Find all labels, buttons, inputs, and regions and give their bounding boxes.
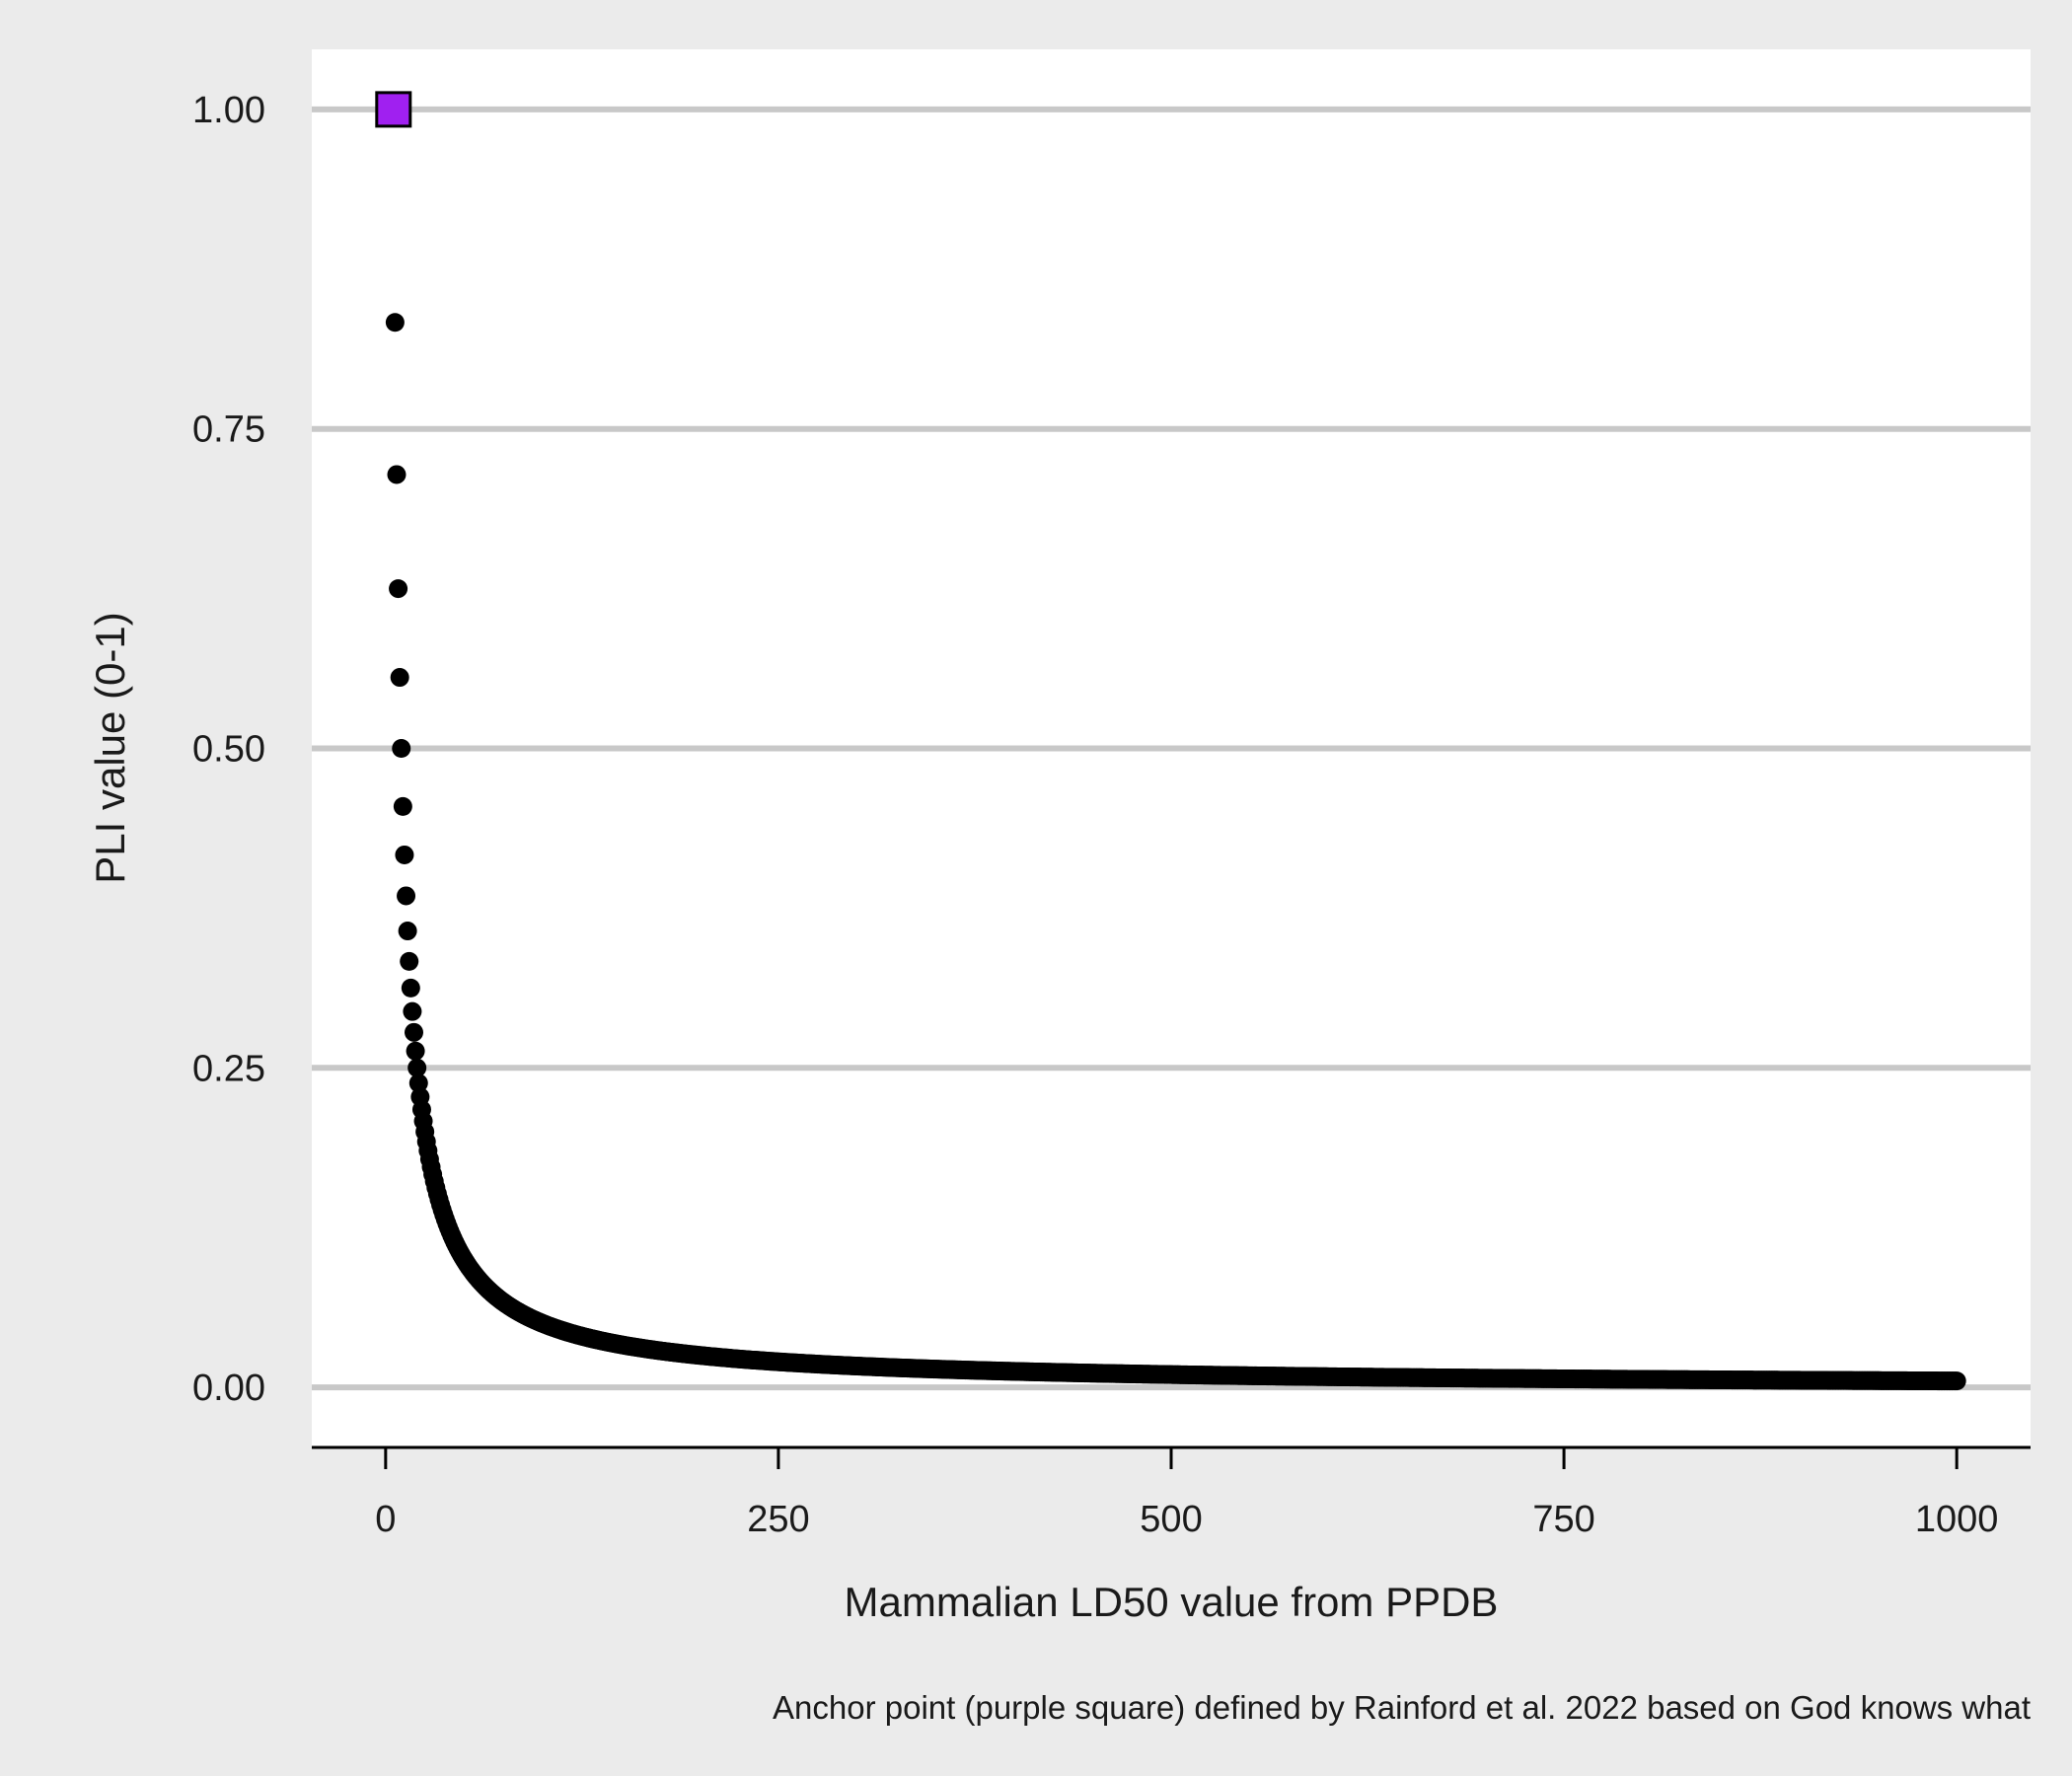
y-axis-ticks: 0.00 0.25 0.50 0.75 1.00 — [192, 90, 265, 1409]
data-point — [393, 796, 412, 816]
data-point — [408, 1073, 428, 1093]
data-point — [1947, 1371, 1966, 1391]
gridlines — [312, 106, 2031, 1391]
data-point — [400, 951, 419, 971]
data-point — [389, 579, 408, 599]
data-point — [398, 922, 417, 941]
data-point — [406, 1041, 425, 1061]
x-axis-ticks: 0 250 500 750 1000 — [375, 1447, 1998, 1540]
data-point — [390, 668, 409, 688]
data-point — [407, 1058, 427, 1077]
y-tick-label: 0.00 — [192, 1368, 265, 1409]
data-point — [405, 1022, 423, 1042]
x-tick-label: 750 — [1532, 1499, 1594, 1540]
anchor-point-square — [375, 91, 412, 128]
x-tick-label: 500 — [1140, 1499, 1202, 1540]
y-tick-label: 0.75 — [192, 409, 265, 451]
data-point — [387, 465, 407, 484]
data-point — [401, 978, 420, 998]
y-tick-label: 0.25 — [192, 1048, 265, 1089]
data-point — [385, 313, 405, 333]
anchor-layer — [375, 91, 412, 128]
chart-caption: Anchor point (purple square) defined by … — [773, 1689, 2031, 1726]
x-tick-label: 1000 — [1915, 1499, 1999, 1540]
data-point — [397, 886, 416, 906]
data-point — [392, 739, 411, 758]
x-tick-label: 0 — [375, 1499, 396, 1540]
data-points — [385, 313, 1966, 1391]
y-axis-title: PLI value (0-1) — [87, 612, 133, 883]
y-tick-label: 0.50 — [192, 729, 265, 771]
x-axis-title: Mammalian LD50 value from PPDB — [845, 1579, 1499, 1625]
data-point — [403, 1001, 422, 1021]
data-point — [395, 845, 414, 864]
y-tick-label: 1.00 — [192, 90, 265, 131]
x-tick-label: 250 — [747, 1499, 809, 1540]
